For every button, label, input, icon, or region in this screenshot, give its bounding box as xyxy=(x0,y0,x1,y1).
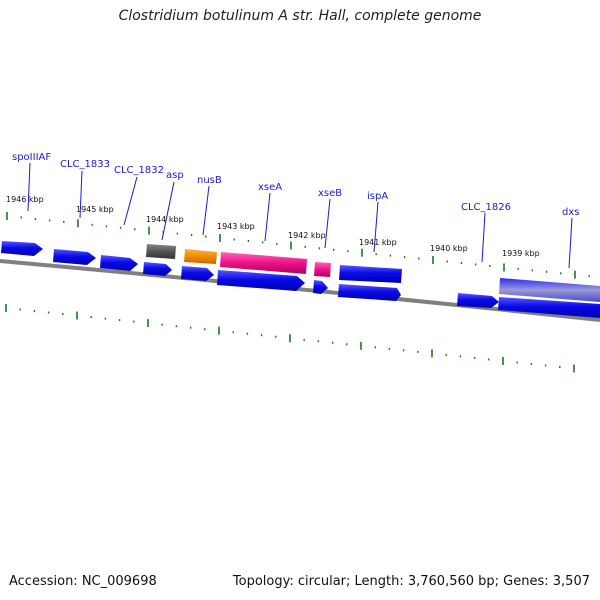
leader-line xyxy=(161,181,175,241)
gene-labels: spoIIIAF CLC_1833 CLC_1832 asp nusB xseA… xyxy=(12,152,579,218)
kbp-label: 1939 kbp xyxy=(502,249,540,258)
gene-label: CLC_1833 xyxy=(60,159,110,170)
kbp-label: 1942 kbp xyxy=(288,231,326,240)
cds-arrow xyxy=(143,262,172,276)
cds-arrow xyxy=(217,270,305,291)
feature-row-upper xyxy=(1,241,600,302)
genome-stats-label: Topology: circular; Length: 3,760,560 bp… xyxy=(232,574,590,589)
leader-line xyxy=(202,185,210,236)
cds-arrow xyxy=(100,255,138,271)
leader-line xyxy=(79,170,83,219)
map-title: Clostridium botulinum A str. Hall, compl… xyxy=(118,8,482,24)
leader-line xyxy=(373,201,379,253)
gene-label: nusB xyxy=(197,175,222,186)
grey-feature xyxy=(146,244,176,259)
gene-label: CLC_1832 xyxy=(114,165,164,176)
kbp-label: 1941 kbp xyxy=(359,238,397,247)
kbp-label: 1943 kbp xyxy=(217,222,255,231)
kbp-label: 1944 kbp xyxy=(146,215,184,224)
leader-line xyxy=(264,192,271,242)
tick-row-top xyxy=(6,212,590,279)
cds-arrow xyxy=(338,284,401,301)
gene-label: asp xyxy=(166,170,184,181)
gene-label: xseB xyxy=(318,188,342,199)
kbp-label: 1940 kbp xyxy=(430,244,468,253)
gene-label: dxs xyxy=(562,207,579,218)
cds-arrow xyxy=(498,297,600,318)
kbp-label: 1946 kbp xyxy=(6,195,44,204)
leader-line xyxy=(568,217,573,269)
leader-line xyxy=(481,212,486,263)
cds-arrow xyxy=(339,265,402,283)
cds-arrow xyxy=(181,266,214,281)
feature-row-lower xyxy=(143,262,600,318)
gene-label: xseA xyxy=(258,182,282,193)
leader-line xyxy=(27,162,31,212)
gene-label: spoIIIAF xyxy=(12,152,51,163)
gene-label-leaders xyxy=(27,162,573,269)
kbp-scale: 1946 kbp 1945 kbp 1944 kbp 1943 kbp 1942… xyxy=(6,195,540,258)
cds-arrow-dxs xyxy=(499,278,600,302)
gene-label: CLC_1826 xyxy=(461,202,511,213)
cds-arrow xyxy=(313,280,328,294)
pink-feature xyxy=(220,252,307,274)
leader-line xyxy=(123,176,138,226)
cds-arrow xyxy=(1,241,43,256)
accession-label: Accession: NC_009698 xyxy=(9,574,157,589)
kbp-label: 1945 kbp xyxy=(76,205,114,214)
gene-label: ispA xyxy=(367,191,388,202)
cds-arrow xyxy=(457,293,499,308)
cds-arrow xyxy=(53,249,96,265)
orange-feature xyxy=(184,249,217,264)
leader-line xyxy=(324,198,331,249)
tick-row-bottom xyxy=(5,304,575,373)
pink-feature xyxy=(314,262,331,277)
